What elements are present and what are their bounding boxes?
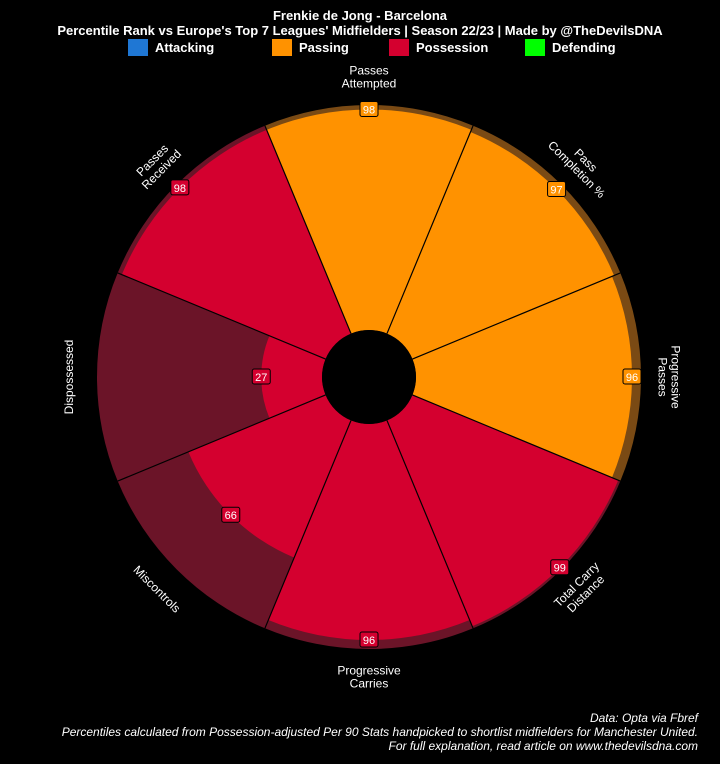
legend: Attacking Passing Possession Defending: [0, 39, 720, 61]
label-line-miscontrols-0: Miscontrols: [130, 563, 183, 616]
bar-dispossessed: [261, 335, 326, 419]
legend-label-passing: Passing: [299, 40, 349, 55]
bar-pass-completion: [386, 131, 615, 360]
chart-subtitle: Percentile Rank vs Europe's Top 7 League…: [57, 23, 663, 38]
bg-wedge-dispossessed: [97, 272, 326, 482]
legend-swatch-possession: [389, 39, 409, 56]
divider-lines: [117, 125, 621, 629]
svg-text:96: 96: [363, 635, 375, 647]
legend-item-possession: Possession: [389, 39, 488, 56]
divider-1: [386, 125, 474, 334]
value-wedges: [121, 109, 632, 640]
divider-7: [117, 272, 326, 360]
legend-label-possession: Possession: [416, 40, 489, 55]
value-label-passes-received: 98: [170, 179, 190, 196]
value-label-miscontrols: 66: [221, 506, 241, 523]
label-line-dispossessed-0: Dispossessed: [62, 340, 76, 415]
value-label-pass-completion: 97: [547, 180, 567, 197]
label-line-progressive-carries-1: Carries: [350, 677, 389, 691]
label-miscontrols: Miscontrols: [130, 563, 183, 616]
label-line-passes-attempted-0: Passes: [349, 64, 388, 78]
svg-text:66: 66: [225, 510, 237, 522]
value-label-dispossessed: 27: [251, 368, 271, 385]
legend-label-defending: Defending: [552, 40, 616, 55]
divider-6: [117, 394, 326, 482]
divider-0: [264, 125, 352, 334]
footer-source: Data: Opta via Fbref: [589, 711, 698, 725]
footer-note: Percentiles calculated from Possession-a…: [61, 725, 698, 739]
legend-swatch-passing: [272, 39, 292, 56]
bar-progressive-carries: [268, 420, 470, 640]
label-line-progressive-carries-0: Progressive: [337, 664, 401, 678]
legend-item-attacking: Attacking: [128, 39, 214, 56]
legend-swatch-defending: [525, 39, 545, 56]
footer-link: For full explanation, read article on ww…: [388, 739, 699, 753]
svg-text:98: 98: [363, 105, 375, 117]
label-line-progressive-passes-0: Progressive: [669, 345, 683, 409]
legend-item-passing: Passing: [272, 39, 349, 56]
value-label-total-carry-distance: 99: [550, 559, 570, 576]
svg-text:27: 27: [255, 372, 267, 384]
legend-swatch-attacking: [128, 39, 148, 56]
svg-text:99: 99: [554, 563, 566, 575]
svg-text:96: 96: [626, 372, 638, 384]
legend-item-defending: Defending: [525, 39, 616, 56]
divider-4: [386, 420, 474, 629]
svg-text:97: 97: [550, 184, 562, 196]
divider-3: [412, 394, 621, 482]
center-hole: [322, 330, 416, 424]
bar-passes-attempted: [266, 109, 472, 334]
label-dispossessed: Dispossessed: [62, 340, 76, 415]
label-line-passes-attempted-1: Attempted: [342, 77, 397, 91]
value-labels: 98 97 96 99 96 66 27 98: [170, 101, 642, 648]
bar-total-carry-distance: [386, 394, 619, 627]
bar-passes-received: [121, 129, 352, 360]
svg-text:98: 98: [174, 183, 186, 195]
value-label-progressive-carries: 96: [359, 631, 379, 648]
label-line-progressive-passes-1: Passes: [656, 357, 670, 396]
value-label-passes-attempted: 98: [359, 101, 379, 117]
value-label-progressive-passes: 96: [622, 368, 642, 385]
chart-title: Frenkie de Jong - Barcelona: [272, 8, 448, 23]
bar-miscontrols: [188, 394, 352, 558]
legend-label-attacking: Attacking: [155, 40, 215, 55]
bar-progressive-passes: [412, 276, 632, 478]
divider-5: [264, 420, 352, 629]
divider-2: [412, 272, 621, 360]
